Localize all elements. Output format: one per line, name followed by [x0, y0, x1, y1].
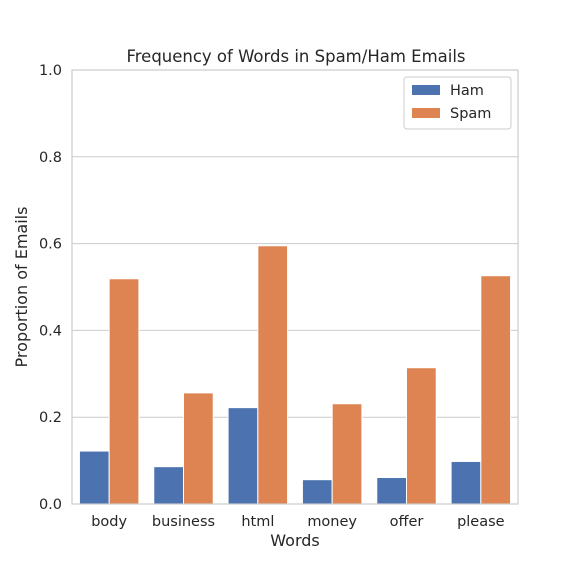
x-tick-label: please [457, 514, 505, 530]
bar-spam-money [331, 403, 363, 505]
x-axis-label: Words [270, 531, 319, 550]
bar-spam-please [480, 275, 512, 505]
y-tick-label: 0.6 [39, 237, 62, 253]
bar-spam-body [108, 278, 140, 505]
legend-swatch-spam [412, 108, 440, 118]
gridlines [72, 156, 518, 418]
bar-spam-html [257, 245, 289, 505]
bar-spam-business [183, 392, 214, 505]
legend-label-ham: Ham [450, 83, 484, 99]
x-tick-label: money [307, 514, 357, 530]
bar-ham-business [153, 466, 184, 505]
x-axis-ticks: body business html money offer please [91, 514, 504, 530]
bar-ham-money [301, 479, 333, 505]
y-tick-label: 1.0 [39, 63, 62, 79]
y-axis-ticks: 0.0 0.2 0.4 0.6 0.8 1.0 [39, 63, 62, 513]
bar-ham-html [227, 407, 259, 505]
x-tick-label: body [91, 514, 127, 530]
y-tick-label: 0.8 [39, 150, 62, 166]
chart-title: Frequency of Words in Spam/Ham Emails [126, 47, 465, 66]
bar-spam-offer [406, 367, 437, 505]
bar-ham-body [78, 450, 110, 505]
legend-label-spam: Spam [450, 106, 491, 122]
x-tick-label: html [241, 514, 274, 530]
y-axis-label: Proportion of Emails [12, 207, 31, 368]
bars [78, 245, 512, 505]
y-tick-label: 0.2 [39, 410, 62, 426]
bar-ham-offer [376, 477, 407, 505]
y-tick-label: 0.4 [39, 323, 62, 339]
x-tick-label: business [152, 514, 215, 530]
plot-frame [71, 69, 519, 505]
legend: Ham Spam [403, 76, 512, 130]
bar-ham-please [450, 460, 482, 505]
y-tick-label: 0.0 [39, 497, 62, 513]
x-tick-label: offer [390, 514, 424, 530]
legend-swatch-ham [412, 85, 440, 95]
